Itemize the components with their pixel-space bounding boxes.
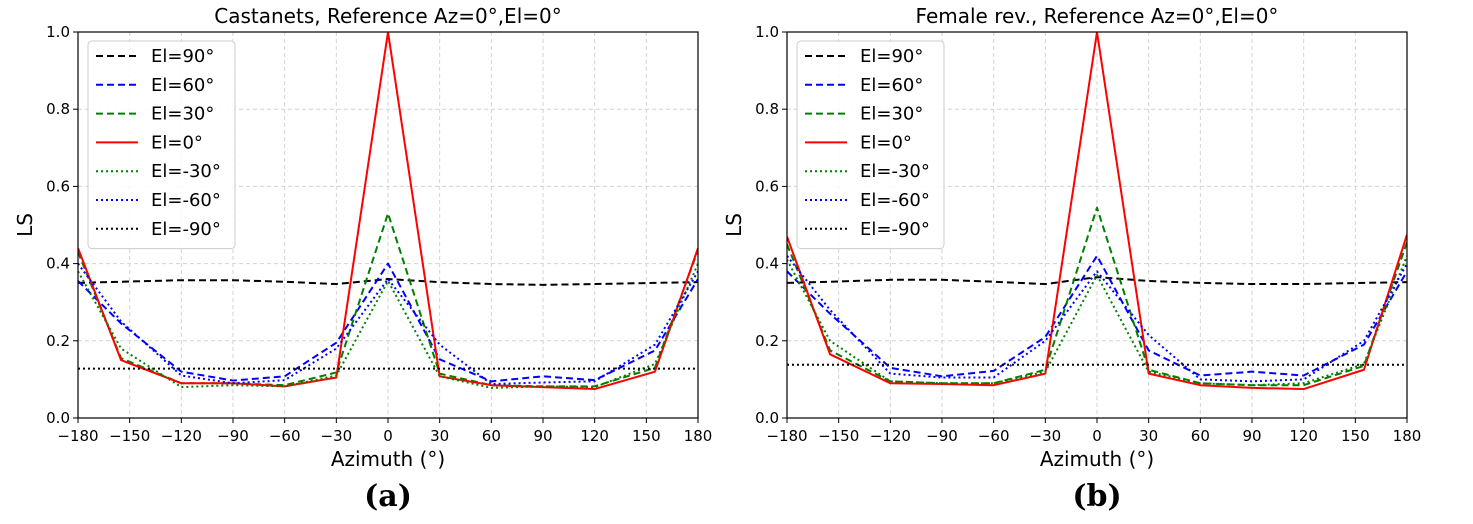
- legend-label: El=0°: [151, 132, 203, 153]
- y-axis-label: LS: [722, 213, 746, 237]
- x-tick-label: 60: [1191, 427, 1210, 445]
- y-tick-label: 0.2: [46, 332, 70, 350]
- y-tick-label: 0.6: [46, 177, 70, 195]
- y-tick-label: 0.2: [755, 332, 779, 350]
- y-tick-label: 0.8: [755, 100, 779, 118]
- x-tick-label: 150: [632, 427, 661, 445]
- y-tick-label: 0.4: [755, 255, 779, 273]
- x-tick-label: −150: [109, 427, 150, 445]
- legend-label: El=-30°: [151, 161, 221, 182]
- x-tick-label: 120: [1289, 427, 1318, 445]
- legend-label: El=-30°: [860, 161, 930, 182]
- legend-label: El=60°: [151, 75, 214, 96]
- x-tick-label: −120: [161, 427, 202, 445]
- series-line-el60: [787, 254, 1407, 378]
- panel-label: (b): [1072, 479, 1121, 514]
- legend-box: [796, 40, 945, 250]
- chart-panel-1: −180 −150 −120 −90 −60 −30 0 30 60 90 120 150 180 0.0…: [722, 4, 1421, 514]
- x-tick-label: −90: [926, 427, 958, 445]
- series-line-el90: [78, 278, 698, 286]
- series-group: [78, 32, 698, 391]
- legend: El=90° El=60° El=30° El=0° El=-30° El=-60° El=…: [87, 40, 236, 250]
- series-line-el30: [787, 206, 1407, 387]
- series-line-el0: [78, 32, 698, 391]
- x-tick-label: 60: [482, 427, 501, 445]
- legend-label: El=-90°: [860, 219, 930, 240]
- y-tick-label: 0.8: [46, 100, 70, 118]
- x-tick-label: 180: [684, 427, 713, 445]
- y-tick-label: 0.0: [755, 409, 779, 427]
- y-tick-label: 1.0: [46, 23, 70, 41]
- x-tick-label: 30: [1139, 427, 1158, 445]
- x-axis-label: Azimuth (°): [331, 447, 445, 471]
- legend-label: El=30°: [860, 104, 923, 125]
- series-line-el0: [787, 32, 1407, 391]
- legend-label: El=60°: [860, 75, 923, 96]
- x-tick-label: −180: [57, 427, 98, 445]
- chart-title: Castanets, Reference Az=0°,El=0°: [214, 4, 561, 28]
- x-tick-label: 120: [580, 427, 609, 445]
- x-tick-label: 0: [1092, 427, 1102, 445]
- series-line-el-60: [787, 255, 1407, 383]
- x-tick-label: 30: [430, 427, 449, 445]
- x-tick-label: −30: [1030, 427, 1062, 445]
- y-tick-label: 1.0: [755, 23, 779, 41]
- x-tick-label: 180: [1393, 427, 1422, 445]
- series-group: [787, 32, 1407, 391]
- x-tick-label: −180: [766, 427, 807, 445]
- y-tick-label: 0.6: [755, 177, 779, 195]
- legend-label: El=0°: [860, 132, 912, 153]
- y-tick-label: 0.4: [46, 255, 70, 273]
- x-axis-label: Azimuth (°): [1040, 447, 1154, 471]
- legend-label: El=-60°: [151, 190, 221, 211]
- legend-label: El=30°: [151, 104, 214, 125]
- x-tick-label: 150: [1341, 427, 1370, 445]
- legend-label: El=-90°: [151, 219, 221, 240]
- x-tick-label: −60: [269, 427, 301, 445]
- legend: El=90° El=60° El=30° El=0° El=-30° El=-60° El=…: [796, 40, 945, 250]
- series-line-el-30: [787, 255, 1407, 387]
- legend-label: El=90°: [151, 46, 214, 67]
- x-tick-label: 0: [383, 427, 393, 445]
- chart-panel-0: −180 −150 −120 −90 −60 −30 0 30 60 90 120 150 180 0.0…: [13, 4, 712, 514]
- y-axis-label: LS: [13, 213, 37, 237]
- legend-label: El=-60°: [860, 190, 930, 211]
- x-tick-label: −30: [321, 427, 353, 445]
- x-tick-label: −120: [870, 427, 911, 445]
- series-line-el-60: [78, 263, 698, 386]
- panel-label: (a): [364, 479, 412, 514]
- x-tick-label: −150: [818, 427, 859, 445]
- y-tick-label: 0.0: [46, 409, 70, 427]
- x-tick-label: −90: [217, 427, 249, 445]
- legend-box: [87, 40, 236, 250]
- x-tick-label: 90: [533, 427, 552, 445]
- legend-label: El=90°: [860, 46, 923, 67]
- x-tick-label: 90: [1242, 427, 1261, 445]
- chart-title: Female rev., Reference Az=0°,El=0°: [916, 4, 1279, 28]
- x-tick-label: −60: [978, 427, 1010, 445]
